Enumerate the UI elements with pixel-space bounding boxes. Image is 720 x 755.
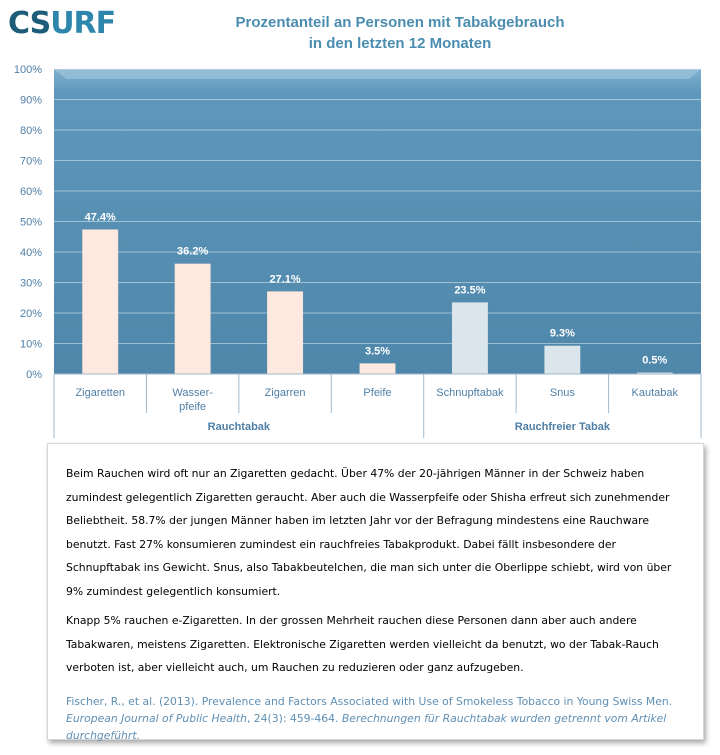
ytick-label: 50% — [20, 217, 42, 229]
ytick-label: 80% — [20, 125, 42, 137]
bar — [81, 229, 119, 375]
source-authors: Fischer, R., et al. (2013). Prevalence a… — [66, 694, 673, 708]
source-citation: Fischer, R., et al. (2013). Prevalence a… — [66, 693, 687, 744]
paragraph-1: Beim Rauchen wird oft nur an Zigaretten … — [66, 467, 672, 598]
ytick-label: 10% — [20, 339, 42, 351]
bar — [174, 263, 211, 375]
logo-text-urf: URF — [50, 6, 116, 41]
bar — [266, 291, 304, 375]
chart-title: Prozentanteil an Personen mit Tabakgebra… — [160, 12, 640, 54]
logo-text-c: C — [8, 6, 31, 41]
chart-title-line2: in den letzten 12 Monaten — [308, 35, 492, 52]
ytick-label: 20% — [20, 308, 42, 320]
chart-title-line1: Prozentanteil an Personen mit Tabakgebra… — [235, 14, 565, 31]
category-label: Snus — [550, 387, 576, 399]
group-label: Rauchfreier Tabak — [515, 421, 611, 433]
ytick-label: 100% — [14, 64, 42, 76]
data-label: 3.5% — [365, 345, 390, 357]
ytick-label: 30% — [20, 278, 42, 290]
category-label: Wasser-pfeife — [172, 387, 213, 413]
ytick-label: 60% — [20, 186, 42, 198]
category-label: Pfeife — [363, 387, 391, 399]
group-label: Rauchtabak — [208, 421, 271, 433]
category-label: Zigaretten — [75, 387, 125, 399]
csurf-logo: CSURF — [8, 6, 116, 41]
data-label: 47.4% — [85, 211, 116, 223]
ytick-label: 40% — [20, 247, 42, 259]
bar-chart: 0% 10% 20% 30% 40% 50% 60% 70% 80% 90% 100% 47.4% 3… — [14, 64, 702, 438]
data-label: 0.5% — [642, 354, 667, 366]
info-box: Beim Rauchen wird oft nur an Zigaretten … — [47, 443, 704, 742]
ytick-label: 0% — [26, 369, 42, 381]
ytick-label: 90% — [20, 95, 42, 107]
paragraph-2: Knapp 5% rauchen e-Zigaretten. In der gr… — [66, 614, 659, 674]
logo-text-s: S — [29, 6, 52, 41]
data-label: 36.2% — [177, 246, 208, 258]
category-label: Schnupftabak — [436, 387, 504, 399]
source-journal: European Journal of Public Health — [66, 711, 247, 725]
bar — [359, 363, 396, 375]
plot-background — [54, 69, 701, 374]
source-note: Berechnungen für Rauchtabak wurden getre… — [66, 711, 667, 742]
data-label: 27.1% — [269, 273, 300, 285]
category-label: Zigarren — [265, 387, 306, 399]
data-label: 9.3% — [550, 328, 575, 340]
bar — [544, 345, 581, 375]
plot-bevel — [54, 69, 701, 79]
ytick-label: 70% — [20, 156, 42, 168]
data-label: 23.5% — [454, 284, 485, 296]
bar — [451, 302, 489, 375]
source-volume: , 24(3): 459-464. — [246, 711, 339, 725]
category-label: Kautabak — [632, 387, 679, 399]
